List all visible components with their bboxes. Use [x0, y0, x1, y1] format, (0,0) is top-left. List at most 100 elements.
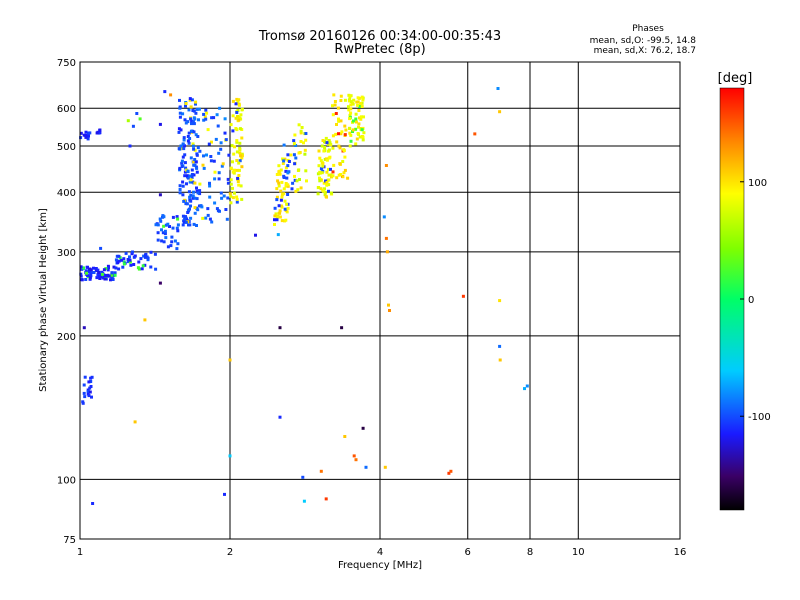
data-point	[231, 114, 235, 118]
data-point	[239, 154, 243, 158]
data-point	[189, 216, 193, 220]
data-point	[297, 123, 301, 127]
data-point	[140, 267, 144, 271]
data-point	[335, 140, 339, 144]
data-point	[178, 115, 182, 119]
data-point	[188, 223, 192, 227]
data-point	[279, 198, 283, 202]
data-point	[303, 152, 307, 156]
data-point	[224, 208, 228, 211]
data-point	[382, 215, 386, 219]
data-point	[291, 181, 295, 185]
data-point	[132, 255, 136, 259]
data-point	[283, 157, 287, 161]
data-point	[349, 103, 353, 107]
data-point	[336, 106, 340, 110]
data-point	[192, 160, 196, 164]
data-point	[274, 212, 278, 216]
data-point	[329, 167, 332, 171]
data-point	[230, 144, 234, 148]
data-point	[346, 176, 350, 180]
data-point	[144, 252, 148, 256]
data-point	[358, 135, 362, 139]
data-point	[208, 217, 212, 221]
data-point	[226, 177, 230, 181]
data-point	[343, 168, 347, 172]
data-point	[192, 144, 195, 148]
data-point	[325, 170, 329, 174]
data-point	[319, 178, 323, 182]
data-point	[116, 261, 120, 265]
data-point	[235, 195, 239, 199]
data-point	[322, 181, 326, 185]
data-point	[194, 102, 197, 106]
data-point	[158, 217, 162, 221]
data-point	[385, 250, 389, 254]
data-point	[327, 189, 330, 193]
data-point	[175, 215, 179, 219]
data-point	[294, 156, 298, 160]
data-point	[154, 223, 158, 227]
data-point	[275, 198, 279, 202]
data-point	[170, 240, 174, 244]
data-point	[358, 105, 362, 108]
data-point	[184, 220, 188, 224]
data-point	[149, 265, 153, 269]
data-point	[300, 126, 304, 129]
data-point	[277, 204, 281, 208]
data-point	[219, 147, 223, 151]
data-point	[348, 99, 351, 103]
data-point	[278, 169, 282, 173]
data-point	[217, 171, 221, 175]
data-point	[79, 274, 83, 278]
data-point	[110, 273, 114, 277]
data-point	[122, 262, 126, 266]
data-point	[82, 326, 86, 330]
data-point	[299, 186, 303, 190]
data-point	[305, 179, 308, 183]
data-point	[235, 159, 239, 162]
data-point	[279, 189, 283, 193]
data-point	[120, 258, 124, 262]
data-point	[219, 191, 223, 195]
data-point	[114, 266, 118, 270]
data-point	[285, 176, 289, 180]
data-point	[215, 113, 219, 117]
data-point	[79, 265, 83, 269]
data-point	[347, 105, 350, 109]
data-point	[126, 119, 130, 123]
data-point	[209, 159, 213, 163]
data-point	[184, 102, 188, 105]
data-point	[187, 190, 191, 194]
data-point	[176, 229, 180, 233]
data-point	[325, 195, 328, 199]
data-point	[204, 108, 208, 112]
data-point	[213, 177, 217, 181]
data-point	[498, 344, 502, 348]
data-point	[182, 136, 186, 140]
data-point	[327, 167, 330, 171]
data-point	[130, 252, 134, 256]
data-point	[97, 130, 101, 134]
data-point	[461, 294, 465, 298]
data-point	[355, 137, 359, 141]
data-point	[183, 161, 187, 165]
data-point	[194, 133, 198, 137]
y-axis-ticks: 75 100 200 300 400 500 600 750	[57, 58, 76, 546]
data-point	[184, 104, 187, 108]
data-point	[217, 151, 221, 155]
data-point	[292, 139, 296, 143]
data-point	[286, 164, 290, 168]
data-point	[89, 268, 93, 272]
data-point	[143, 318, 147, 322]
data-point	[198, 192, 202, 196]
data-point	[128, 260, 132, 264]
data-point	[283, 207, 287, 211]
y-tick-label: 300	[57, 248, 76, 259]
data-point	[204, 117, 208, 121]
data-point	[186, 208, 190, 212]
data-point	[237, 118, 241, 122]
data-point	[183, 118, 187, 122]
data-point	[337, 119, 341, 123]
data-point	[225, 217, 229, 221]
